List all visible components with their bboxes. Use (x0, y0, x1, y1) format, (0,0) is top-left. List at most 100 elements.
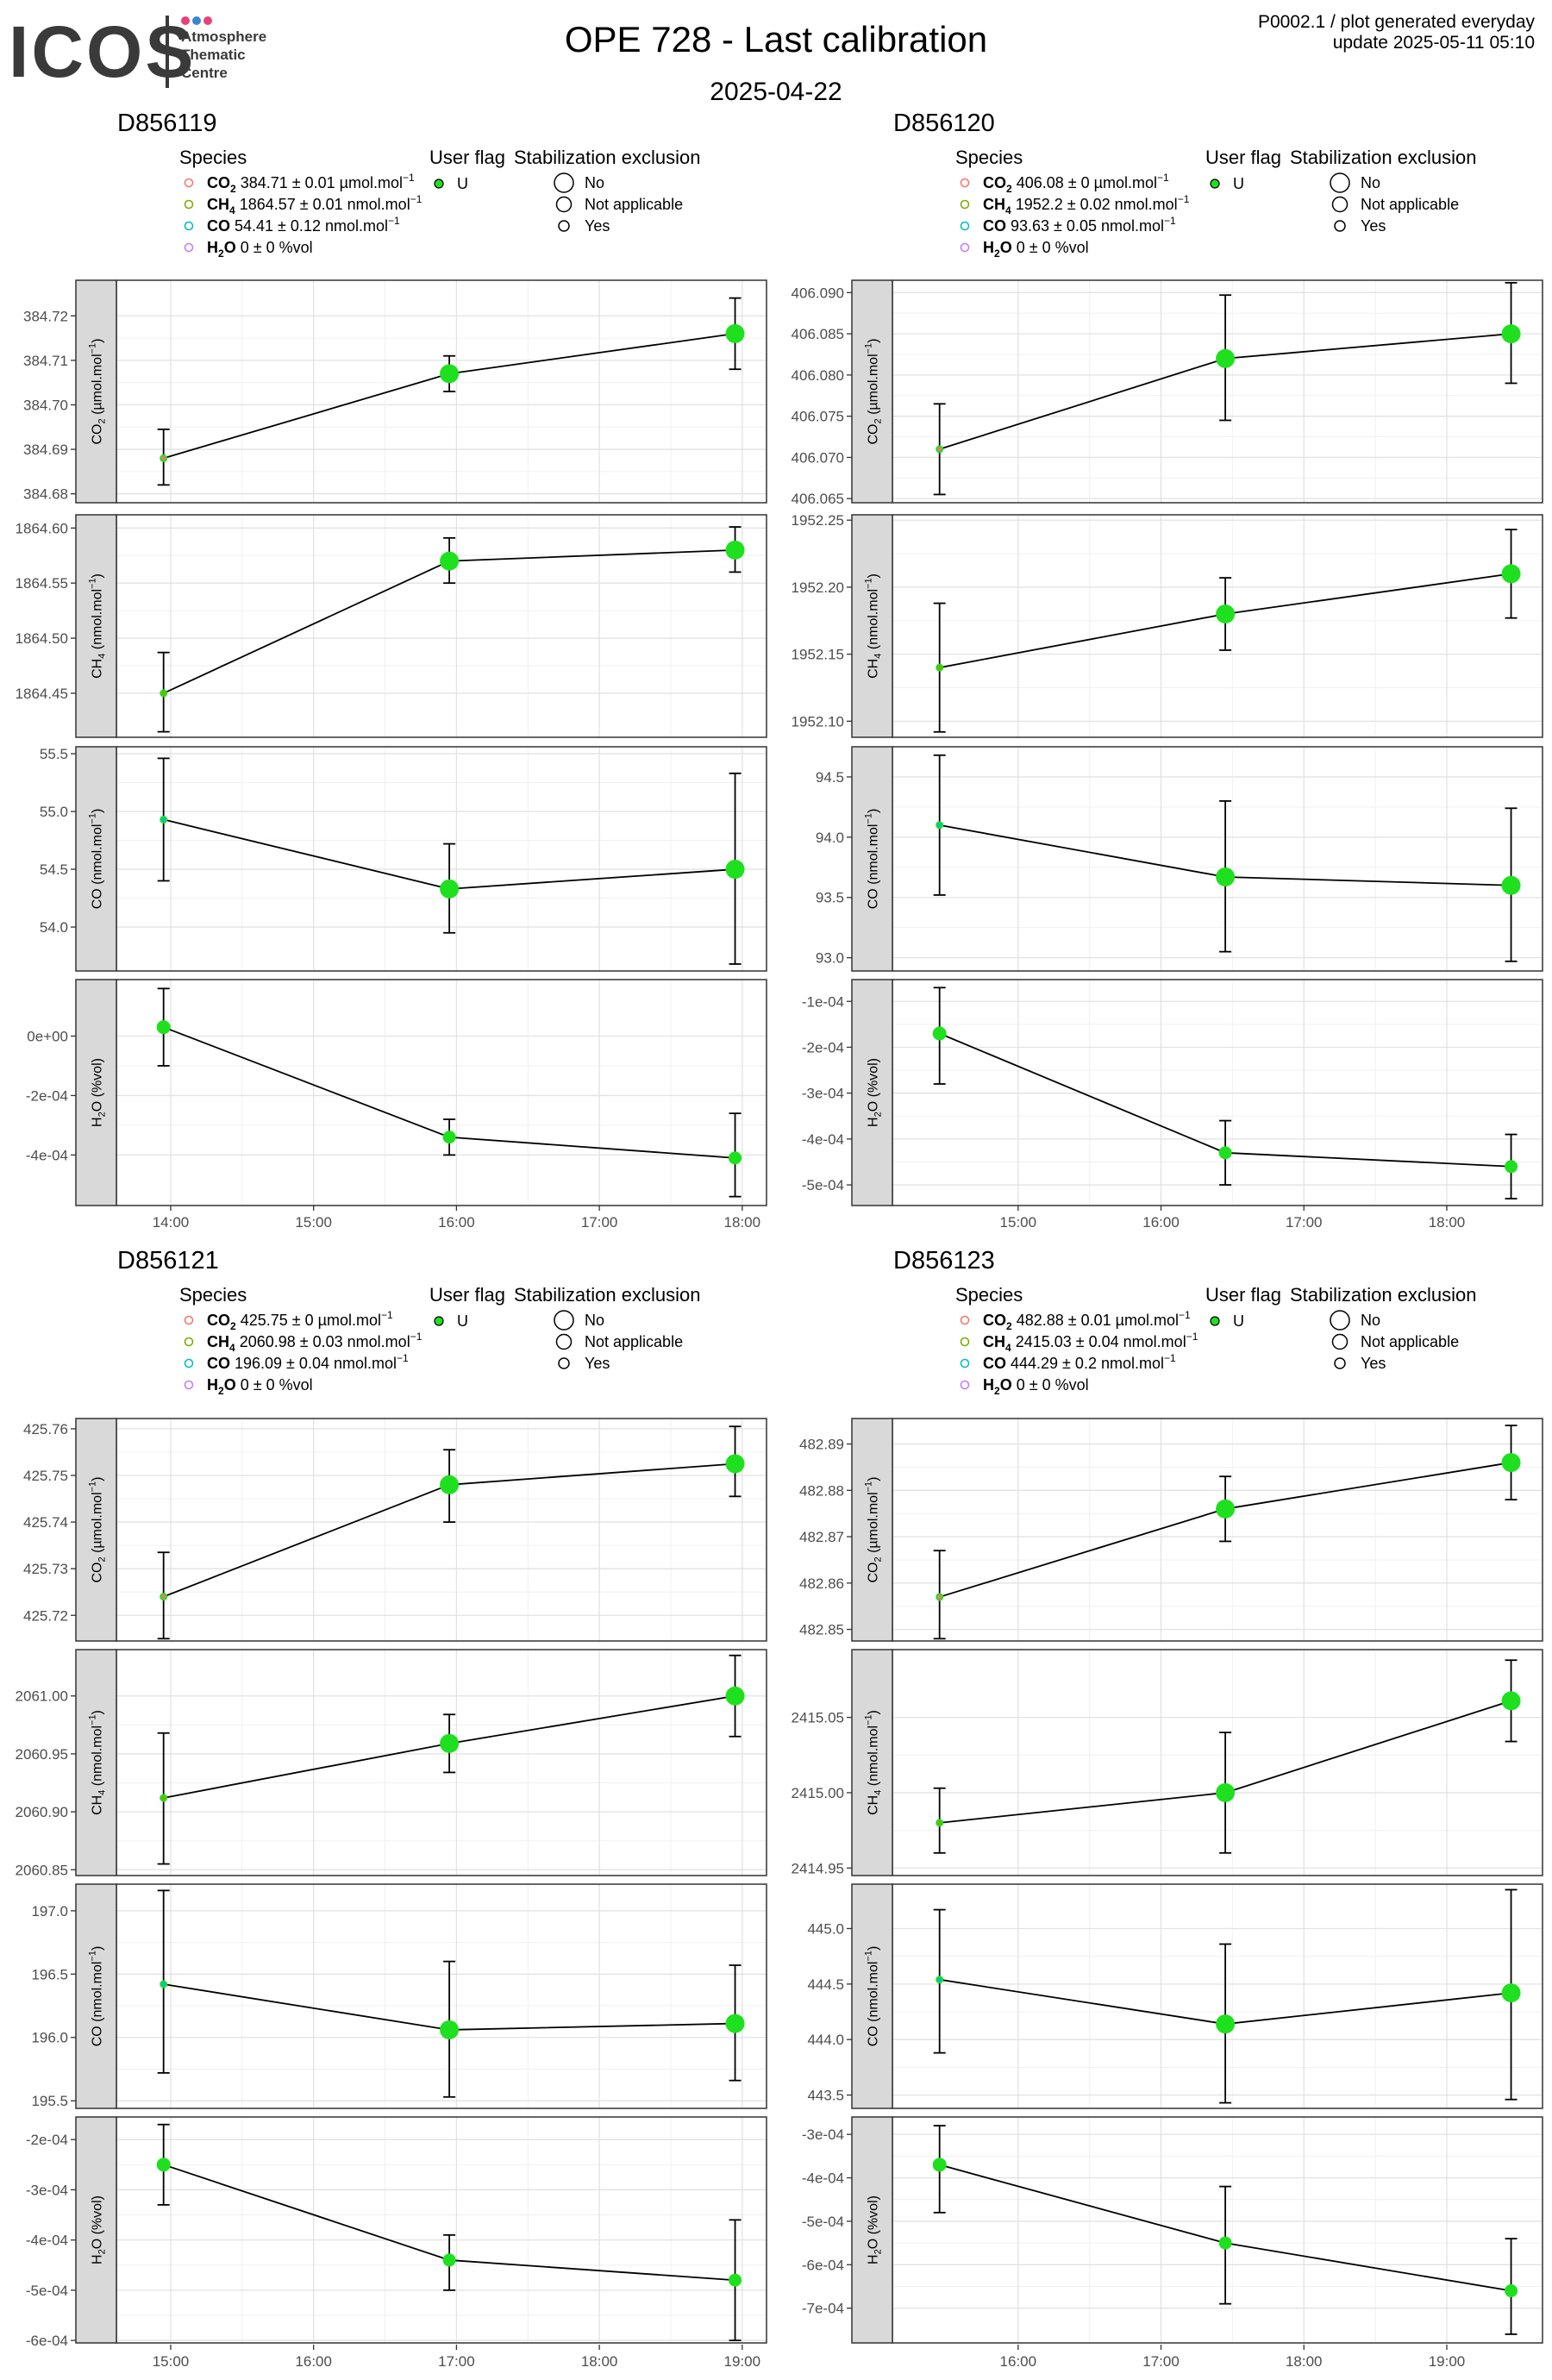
logo-sub-line-1: Atmosphere (181, 28, 267, 45)
data-point (1218, 2236, 1232, 2250)
x-tick-label: 16:00 (438, 1214, 475, 1231)
y-axis-label: CH4 (nmol.mol−1) (864, 1710, 884, 1815)
legend-key-ch4 (960, 1337, 970, 1347)
y-tick-label: 94.5 (816, 769, 844, 786)
y-tick-label: -1e-04 (802, 993, 844, 1010)
y-tick-label: -2e-04 (26, 1087, 68, 1104)
note-line-1: P0002.1 / plot generated everyday (1257, 12, 1535, 32)
panel-data (933, 281, 1521, 496)
panel-ch4: 1864.45 1864.50 1864.55 1864.60 CH4 (nmol.mo… (16, 514, 767, 738)
panel-co2: 406.065 406.070 406.075 406.080 406.085 406.0… (792, 279, 1543, 507)
legend-key-co (184, 221, 194, 231)
legend-entry-h2o: H2O 0 ± 0 %vol (983, 1376, 1089, 1397)
panel-background (892, 747, 1543, 971)
data-point (1505, 1160, 1518, 1174)
page-title: OPE 728 - Last calibration (564, 19, 988, 60)
legend-stab-item: Yes (585, 1355, 610, 1372)
y-tick-label: 444.0 (807, 2032, 844, 2048)
panel-data (933, 1425, 1521, 1640)
panel-co2: 482.85 482.86 482.87 482.88 482.89 CO2 (µmol.… (799, 1418, 1543, 1642)
y-tick-label: 1864.50 (16, 630, 68, 647)
legend-stab-key (555, 196, 573, 213)
legend-stab-item: Yes (585, 217, 610, 235)
y-tick-label: 384.72 (23, 308, 68, 324)
legend-key-co2 (184, 178, 194, 188)
y-tick-label: 93.5 (816, 890, 844, 906)
y-axis-label: H2O (%vol) (867, 2195, 884, 2264)
panel-h2o: -3e-04 -4e-04 -5e-04 -6e-04 -7e-04 H2O (%vol) (802, 2116, 1543, 2344)
data-point (440, 551, 460, 571)
y-tick-label: 1864.55 (16, 575, 68, 592)
legend-entry-co: CO 93.63 ± 0.05 nmol.mol−1 (983, 215, 1176, 235)
x-tick-label: 17:00 (1142, 2353, 1180, 2370)
y-tick-label: 2415.05 (792, 1710, 844, 1726)
data-point-center (161, 1594, 166, 1600)
legend-key-ch4 (184, 1337, 194, 1347)
calibration-date: 2025-04-22 (710, 78, 842, 106)
legend-stab-key (558, 1357, 570, 1369)
data-point (1501, 1453, 1521, 1473)
chart-title: D856119 (117, 110, 217, 137)
legend-stab-item: Yes (1361, 1355, 1386, 1372)
y-tick-label: -3e-04 (802, 1086, 844, 1102)
y-tick-label: 1952.15 (792, 647, 844, 663)
legend-entry-h2o: H2O 0 ± 0 %vol (983, 239, 1089, 260)
y-tick-label: -4e-04 (802, 2170, 844, 2187)
y-tick-label: 94.0 (816, 830, 844, 846)
data-point (156, 1020, 171, 1035)
chart-D856123: D856123 Species CO2 482.88 ± 0.01 µmol.mol… (792, 1247, 1543, 2370)
panel-background (116, 280, 767, 503)
y-tick-label: 2415.00 (792, 1785, 844, 1801)
data-point (932, 2158, 947, 2172)
data-point-center (161, 1795, 166, 1801)
data-point (442, 2253, 456, 2267)
panel-background (892, 280, 1543, 503)
x-tick-label: 15:00 (1000, 1214, 1037, 1231)
y-tick-label: 2060.95 (16, 1746, 68, 1763)
data-point (1216, 1499, 1236, 1519)
panel-data (156, 987, 742, 1198)
data-point-center (937, 1977, 942, 1982)
y-tick-label: 425.74 (23, 1514, 68, 1531)
y-axis-label: CH4 (nmol.mol−1) (88, 573, 108, 679)
panel-strip (851, 514, 893, 738)
data-point (1216, 867, 1236, 886)
legend-stab-key (1331, 196, 1349, 213)
y-axis-label: CO (nmol.mol−1) (864, 1946, 881, 2047)
panel-strip (75, 979, 117, 1206)
y-tick-label: -4e-04 (802, 1131, 844, 1148)
legend-key-h2o (184, 242, 194, 253)
data-point-center (161, 455, 166, 460)
legend-stab-title: Stabilization exclusion (1290, 147, 1476, 168)
legend-species-title: Species (955, 1284, 1023, 1306)
legend-stab-item: No (585, 174, 604, 191)
y-tick-label: 384.70 (23, 397, 68, 413)
panel-ch4: 2414.95 2415.00 2415.05 CH4 (nmol.mol−1) (792, 1649, 1543, 1876)
panel-data (157, 526, 745, 733)
panel-strip (851, 1649, 893, 1876)
legend-stab-key (1331, 1333, 1349, 1350)
y-tick-label: 482.89 (799, 1437, 844, 1453)
logo-dots (181, 14, 215, 29)
legend-stab-item: Not applicable (1361, 196, 1459, 213)
panel-h2o: 0e+00 -2e-04 -4e-04 H2O (%vol) (26, 979, 767, 1206)
panel-strip (851, 1883, 893, 2109)
data-point-center (161, 1982, 166, 1987)
legend-user-flag-value: U (1233, 1312, 1244, 1330)
legend-entry-h2o: H2O 0 ± 0 %vol (207, 1376, 313, 1397)
x-tick-label: 19:00 (1429, 2353, 1466, 2370)
y-tick-label: 2061.00 (16, 1688, 68, 1705)
y-tick-label: 54.0 (40, 919, 68, 936)
x-tick-label: 16:00 (1000, 2353, 1037, 2370)
legend-stab-key (558, 220, 570, 232)
legend-stab-key (1330, 172, 1350, 193)
y-axis-label: CO (nmol.mol−1) (88, 809, 105, 910)
y-tick-label: -4e-04 (26, 2233, 68, 2249)
legend-key-h2o (960, 1380, 970, 1390)
data-point (1501, 564, 1521, 584)
panel-data (157, 297, 745, 486)
panel-ch4: 2060.85 2060.90 2060.95 2061.00 CH4 (nmol.mo… (16, 1649, 767, 1878)
legend-user-flag-key (1210, 1316, 1220, 1326)
